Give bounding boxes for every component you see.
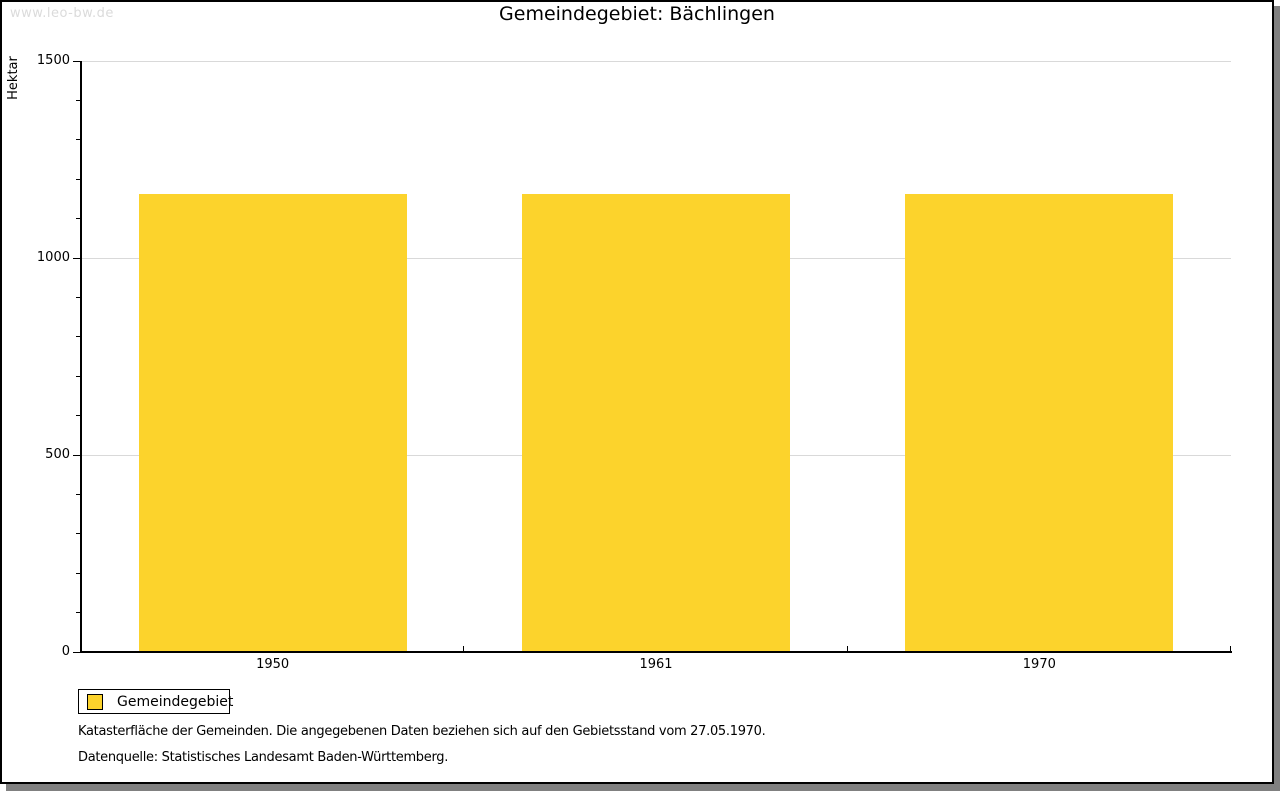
frame-shadow-bottom — [6, 784, 1274, 791]
bar — [905, 194, 1174, 651]
frame-shadow-right — [1274, 6, 1280, 791]
footnote-description: Katasterfläche der Gemeinden. Die angege… — [78, 724, 766, 739]
y-axis-minor-tick — [76, 296, 81, 298]
y-axis-tick-label: 500 — [45, 447, 70, 462]
y-axis-tick-label: 1000 — [36, 250, 70, 265]
legend-label: Gemeindegebiet — [117, 693, 234, 710]
x-axis-tick — [1230, 646, 1231, 651]
y-axis-minor-tick — [76, 99, 81, 101]
x-axis-tick — [846, 646, 848, 651]
y-axis-minor-tick — [76, 533, 81, 535]
x-axis-line — [80, 651, 1232, 653]
y-axis-tick-label: 1500 — [36, 53, 70, 68]
y-axis-major-tick — [73, 454, 81, 456]
y-axis-major-tick — [73, 257, 81, 259]
y-axis-minor-tick — [76, 178, 81, 180]
x-axis-tick-label: 1950 — [256, 657, 290, 672]
y-axis-minor-tick — [76, 336, 81, 338]
y-axis-minor-tick — [76, 612, 81, 614]
y-axis-minor-tick — [76, 493, 81, 495]
watermark: www.leo-bw.de — [10, 6, 114, 21]
x-axis-tick-label: 1970 — [1022, 657, 1056, 672]
y-axis-major-tick — [73, 60, 81, 62]
y-axis-minor-tick — [76, 415, 81, 417]
gridline — [81, 60, 1231, 62]
y-axis-minor-tick — [76, 218, 81, 220]
y-axis-major-tick — [73, 651, 81, 653]
legend: Gemeindegebiet — [78, 689, 234, 714]
bar — [522, 194, 790, 651]
legend-swatch-icon — [87, 693, 103, 710]
footnote-datasource: Datenquelle: Statistisches Landesamt Bad… — [78, 750, 449, 765]
chart-title: Gemeindegebiet: Bächlingen — [499, 3, 775, 25]
y-axis-line — [80, 61, 82, 652]
x-axis-tick-label: 1961 — [639, 657, 673, 672]
y-axis-minor-tick — [76, 139, 81, 141]
y-axis-tick-label: 0 — [61, 644, 70, 659]
x-axis-tick — [463, 646, 465, 651]
y-axis-minor-tick — [76, 375, 81, 377]
y-axis-minor-tick — [76, 572, 81, 574]
bar — [138, 194, 407, 651]
